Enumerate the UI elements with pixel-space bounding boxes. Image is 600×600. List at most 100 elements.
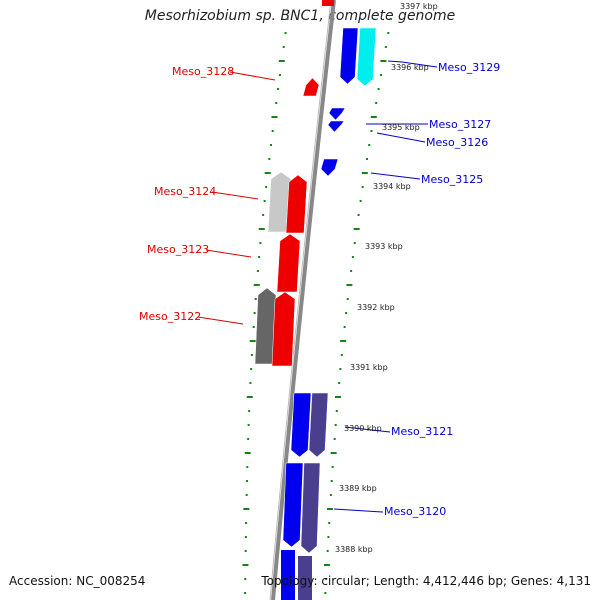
leader-line: [376, 132, 426, 143]
gc-track-inner-tick: [258, 228, 265, 230]
scale-label: 3392 kbp: [357, 303, 395, 312]
gc-track-inner-tick: [278, 74, 281, 76]
gc-track-inner-tick: [246, 466, 249, 468]
gene-forward: [281, 550, 295, 600]
gene-label-reverse: Meso_3123: [147, 243, 209, 256]
gc-track-inner-tick: [268, 158, 271, 160]
leader-line: [205, 249, 252, 258]
label-leader-lines: [197, 60, 438, 513]
backbone-shadow-line: [269, 0, 332, 600]
gc-track-outer-tick: [384, 46, 387, 48]
scale-label: 3396 kbp: [391, 63, 429, 72]
gc-track-outer-tick: [333, 438, 336, 440]
gc-track-outer-tick: [326, 550, 329, 552]
gc-track-inner-tick: [284, 32, 287, 34]
gc-track-inner-tick: [248, 410, 251, 412]
gc-track-inner-tick: [264, 172, 271, 174]
gc-track-inner-tick: [275, 102, 278, 104]
gc-track-inner-tick: [271, 116, 278, 118]
gc-track-outer-tick: [377, 88, 380, 90]
gc-track-inner-tick: [286, 18, 289, 20]
backbone: [269, 0, 336, 600]
leader-line: [333, 508, 384, 513]
gc-track-outer-tick: [387, 32, 390, 34]
backbone-line: [271, 0, 336, 600]
gc-track-outer-tick: [343, 326, 346, 328]
gc-track-inner-tick: [242, 564, 249, 566]
gene-reverse-alt: [267, 171, 292, 233]
gc-track-outer-tick: [346, 284, 353, 286]
gc-track-outer-tick: [323, 564, 330, 566]
gc-track-outer-tick: [353, 242, 356, 244]
gene-forward-alt: [300, 462, 321, 554]
gene-forward: [290, 392, 312, 458]
gene-reverse: [285, 174, 308, 234]
gc-track-outer-tick: [389, 18, 392, 20]
gc-track-inner-tick: [245, 494, 248, 496]
gc-track-inner-tick: [245, 480, 248, 482]
gc-track-inner-tick: [252, 326, 255, 328]
gc-track-inner-tick: [244, 592, 247, 594]
gc-track-outer-tick: [327, 508, 334, 510]
scale-label: 3389 kbp: [339, 484, 377, 493]
gene-forward: [282, 462, 304, 548]
gc-track-inner-tick: [243, 508, 250, 510]
gc-track-outer-tick: [340, 354, 343, 356]
scale-label: 3388 kbp: [335, 545, 373, 554]
gc-track-inner-tick: [262, 214, 265, 216]
gc-track-outer-tick: [359, 200, 362, 202]
gc-track-inner-tick: [271, 130, 274, 132]
gc-track-inner-tick: [256, 270, 259, 272]
gene-labels: Meso_3128 Meso_3124 Meso_3123 Meso_3122 …: [139, 61, 500, 518]
gene-reverse: [276, 233, 301, 293]
gc-track-outer-tick: [380, 60, 387, 62]
gc-track-inner-tick: [250, 368, 253, 370]
gene-reverse: [302, 77, 320, 97]
gc-track-inner-tick: [247, 424, 250, 426]
gc-track-inner-tick: [277, 88, 280, 90]
leader-line: [197, 316, 244, 325]
gc-track-inner-tick: [250, 354, 253, 356]
gene-forward-alt: [308, 392, 329, 458]
gc-track-inner-tick: [244, 536, 247, 538]
gene-forward-alt: [298, 556, 312, 600]
leader-line: [211, 191, 259, 200]
gc-track-outer-tick: [340, 340, 347, 342]
gc-track-outer-tick: [351, 256, 354, 258]
gene-forward: [327, 120, 345, 133]
leader-line: [344, 426, 391, 433]
gene-label-reverse: Meso_3124: [154, 185, 216, 198]
map-title: Mesorhizobium sp. BNC1, complete genome: [144, 8, 456, 24]
gene-label-forward: Meso_3129: [438, 61, 500, 74]
gc-track-outer-tick: [357, 214, 360, 216]
gc-tracks: [242, 18, 392, 594]
gc-track-outer-tick: [368, 144, 371, 146]
gc-track-outer-tick: [328, 522, 331, 524]
gc-track-outer-tick: [379, 74, 382, 76]
gc-track-outer-tick: [375, 102, 378, 104]
scale-label: 3393 kbp: [365, 242, 403, 251]
gc-track-inner-tick: [244, 578, 247, 580]
gc-track-outer-tick: [338, 382, 341, 384]
scale-label: 3397 kbp: [400, 2, 438, 11]
gc-track-outer-tick: [335, 410, 338, 412]
gc-track-inner-tick: [253, 312, 256, 314]
gc-track-outer-tick: [324, 592, 327, 594]
topology-text: Topology: circular; Length: 4,412,446 bp…: [261, 574, 591, 588]
gc-track-outer-tick: [361, 186, 364, 188]
gene-label-reverse: Meso_3122: [139, 310, 201, 323]
accession-text: Accession: NC_008254: [9, 574, 146, 588]
gene-forward: [328, 107, 346, 121]
gene-label-forward: Meso_3120: [384, 505, 446, 518]
gc-track-inner-tick: [246, 396, 253, 398]
gene-reverse-alt: [254, 287, 277, 365]
gc-track-inner-tick: [269, 144, 272, 146]
gc-track-outer-tick: [325, 578, 328, 580]
gene-reverse: [271, 291, 296, 367]
gc-track-inner-tick: [247, 438, 250, 440]
gc-track-inner-tick: [254, 298, 257, 300]
gc-track-outer-tick: [330, 480, 333, 482]
gc-track-outer-tick: [339, 368, 342, 370]
